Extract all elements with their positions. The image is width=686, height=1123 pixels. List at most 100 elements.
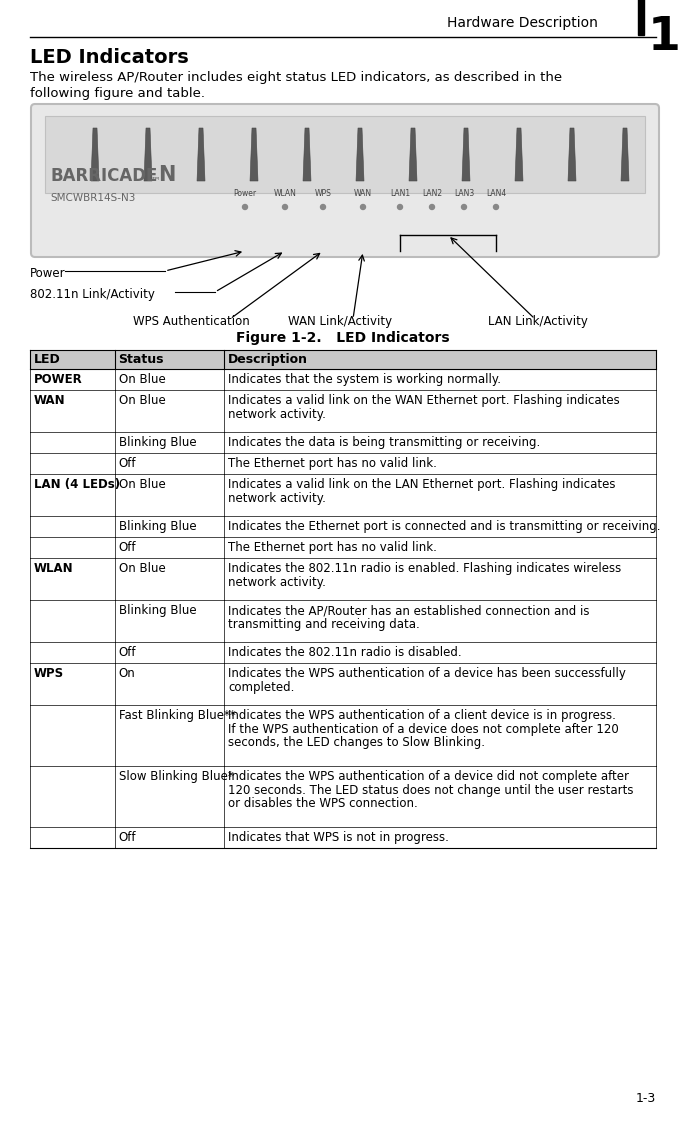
Text: LAN2: LAN2 xyxy=(422,189,442,198)
Text: N: N xyxy=(158,165,176,185)
Text: seconds, the LED changes to Slow Blinking.: seconds, the LED changes to Slow Blinkin… xyxy=(228,737,485,749)
Text: 1: 1 xyxy=(648,15,681,60)
Text: network activity.: network activity. xyxy=(228,492,326,504)
Text: Indicates a valid link on the LAN Ethernet port. Flashing indicates: Indicates a valid link on the LAN Ethern… xyxy=(228,478,615,491)
Text: The Ethernet port has no valid link.: The Ethernet port has no valid link. xyxy=(228,457,437,471)
Text: 120 seconds. The LED status does not change until the user restarts: 120 seconds. The LED status does not cha… xyxy=(228,784,634,796)
Text: On Blue: On Blue xyxy=(119,373,165,386)
Text: completed.: completed. xyxy=(228,681,294,694)
Text: WAN: WAN xyxy=(34,394,66,407)
Bar xyxy=(638,0,644,35)
Text: On Blue: On Blue xyxy=(119,478,165,491)
Text: WPS Authentication: WPS Authentication xyxy=(133,314,250,328)
Text: Hardware Description: Hardware Description xyxy=(447,16,598,30)
Text: Indicates the WPS authentication of a device has been successfully: Indicates the WPS authentication of a de… xyxy=(228,667,626,681)
Text: network activity.: network activity. xyxy=(228,408,326,421)
Circle shape xyxy=(283,204,287,210)
Circle shape xyxy=(462,204,466,210)
Text: following figure and table.: following figure and table. xyxy=(30,86,205,100)
Text: Blinking Blue: Blinking Blue xyxy=(119,604,196,617)
Circle shape xyxy=(397,204,403,210)
Text: Figure 1-2.   LED Indicators: Figure 1-2. LED Indicators xyxy=(236,331,450,345)
Polygon shape xyxy=(409,128,417,181)
Polygon shape xyxy=(250,128,258,181)
Text: Blinking Blue: Blinking Blue xyxy=(119,520,196,533)
Bar xyxy=(30,558,656,600)
Text: Indicates the Ethernet port is connected and is transmitting or receiving.: Indicates the Ethernet port is connected… xyxy=(228,520,661,533)
Text: Indicates the data is being transmitting or receiving.: Indicates the data is being transmitting… xyxy=(228,436,541,449)
Circle shape xyxy=(242,204,248,210)
Text: Indicates that the system is working normally.: Indicates that the system is working nor… xyxy=(228,373,501,386)
Text: ™: ™ xyxy=(151,175,161,185)
Text: 1-3: 1-3 xyxy=(636,1092,656,1105)
Text: Fast Blinking Blue**: Fast Blinking Blue** xyxy=(119,709,235,722)
Text: Indicates the 802.11n radio is disabled.: Indicates the 802.11n radio is disabled. xyxy=(228,646,462,659)
Bar xyxy=(30,642,656,663)
Polygon shape xyxy=(197,128,205,181)
Bar xyxy=(30,369,656,390)
Bar xyxy=(30,600,656,642)
Text: LAN4: LAN4 xyxy=(486,189,506,198)
Text: Indicates the 802.11n radio is enabled. Flashing indicates wireless: Indicates the 802.11n radio is enabled. … xyxy=(228,562,622,575)
Circle shape xyxy=(493,204,499,210)
Text: POWER: POWER xyxy=(34,373,83,386)
Text: On Blue: On Blue xyxy=(119,394,165,407)
Circle shape xyxy=(361,204,366,210)
Bar xyxy=(30,705,656,766)
Polygon shape xyxy=(568,128,576,181)
Text: Power: Power xyxy=(30,267,66,280)
Text: SMCWBR14S-N3: SMCWBR14S-N3 xyxy=(50,193,135,203)
Bar xyxy=(30,432,656,453)
Bar xyxy=(30,537,656,558)
Bar xyxy=(30,350,656,369)
FancyBboxPatch shape xyxy=(31,104,659,257)
Text: Indicates the AP/Router has an established connection and is: Indicates the AP/Router has an establish… xyxy=(228,604,589,617)
Polygon shape xyxy=(91,128,99,181)
Text: network activity.: network activity. xyxy=(228,576,326,588)
Text: Power: Power xyxy=(233,189,257,198)
Bar xyxy=(30,827,656,848)
Text: WLAN: WLAN xyxy=(34,562,73,575)
Text: Slow Blinking Blue*: Slow Blinking Blue* xyxy=(119,770,233,783)
Bar xyxy=(30,474,656,515)
Polygon shape xyxy=(621,128,629,181)
Bar xyxy=(30,453,656,474)
Text: LAN3: LAN3 xyxy=(454,189,474,198)
Bar xyxy=(45,116,645,193)
Text: On Blue: On Blue xyxy=(119,562,165,575)
Circle shape xyxy=(320,204,325,210)
Text: WPS: WPS xyxy=(34,667,64,681)
Text: LAN1: LAN1 xyxy=(390,189,410,198)
Text: Off: Off xyxy=(119,457,136,471)
Text: Indicates that WPS is not in progress.: Indicates that WPS is not in progress. xyxy=(228,831,449,844)
Text: Indicates the WPS authentication of a device did not complete after: Indicates the WPS authentication of a de… xyxy=(228,770,629,783)
Circle shape xyxy=(429,204,434,210)
Text: 802.11n Link/Activity: 802.11n Link/Activity xyxy=(30,287,155,301)
Text: WAN: WAN xyxy=(354,189,372,198)
Text: LAN Link/Activity: LAN Link/Activity xyxy=(488,314,588,328)
Polygon shape xyxy=(462,128,470,181)
Text: Off: Off xyxy=(119,646,136,659)
Text: Indicates the WPS authentication of a client device is in progress.: Indicates the WPS authentication of a cl… xyxy=(228,709,616,722)
Bar xyxy=(30,663,656,705)
Text: Off: Off xyxy=(119,541,136,554)
Polygon shape xyxy=(356,128,364,181)
Text: WAN Link/Activity: WAN Link/Activity xyxy=(288,314,392,328)
Text: Off: Off xyxy=(119,831,136,844)
Text: transmitting and receiving data.: transmitting and receiving data. xyxy=(228,618,420,631)
Bar xyxy=(30,390,656,432)
Bar xyxy=(30,766,656,827)
Text: LAN (4 LEDs): LAN (4 LEDs) xyxy=(34,478,120,491)
Text: Status: Status xyxy=(119,353,164,366)
Text: If the WPS authentication of a device does not complete after 120: If the WPS authentication of a device do… xyxy=(228,722,619,736)
Text: BARRICADE: BARRICADE xyxy=(50,167,157,185)
Text: WPS: WPS xyxy=(315,189,331,198)
Text: WLAN: WLAN xyxy=(274,189,296,198)
Text: The wireless AP/Router includes eight status LED indicators, as described in the: The wireless AP/Router includes eight st… xyxy=(30,71,562,84)
Polygon shape xyxy=(515,128,523,181)
Text: or disables the WPS connection.: or disables the WPS connection. xyxy=(228,797,418,810)
Polygon shape xyxy=(144,128,152,181)
Text: The Ethernet port has no valid link.: The Ethernet port has no valid link. xyxy=(228,541,437,554)
Polygon shape xyxy=(303,128,311,181)
Text: On: On xyxy=(119,667,135,681)
